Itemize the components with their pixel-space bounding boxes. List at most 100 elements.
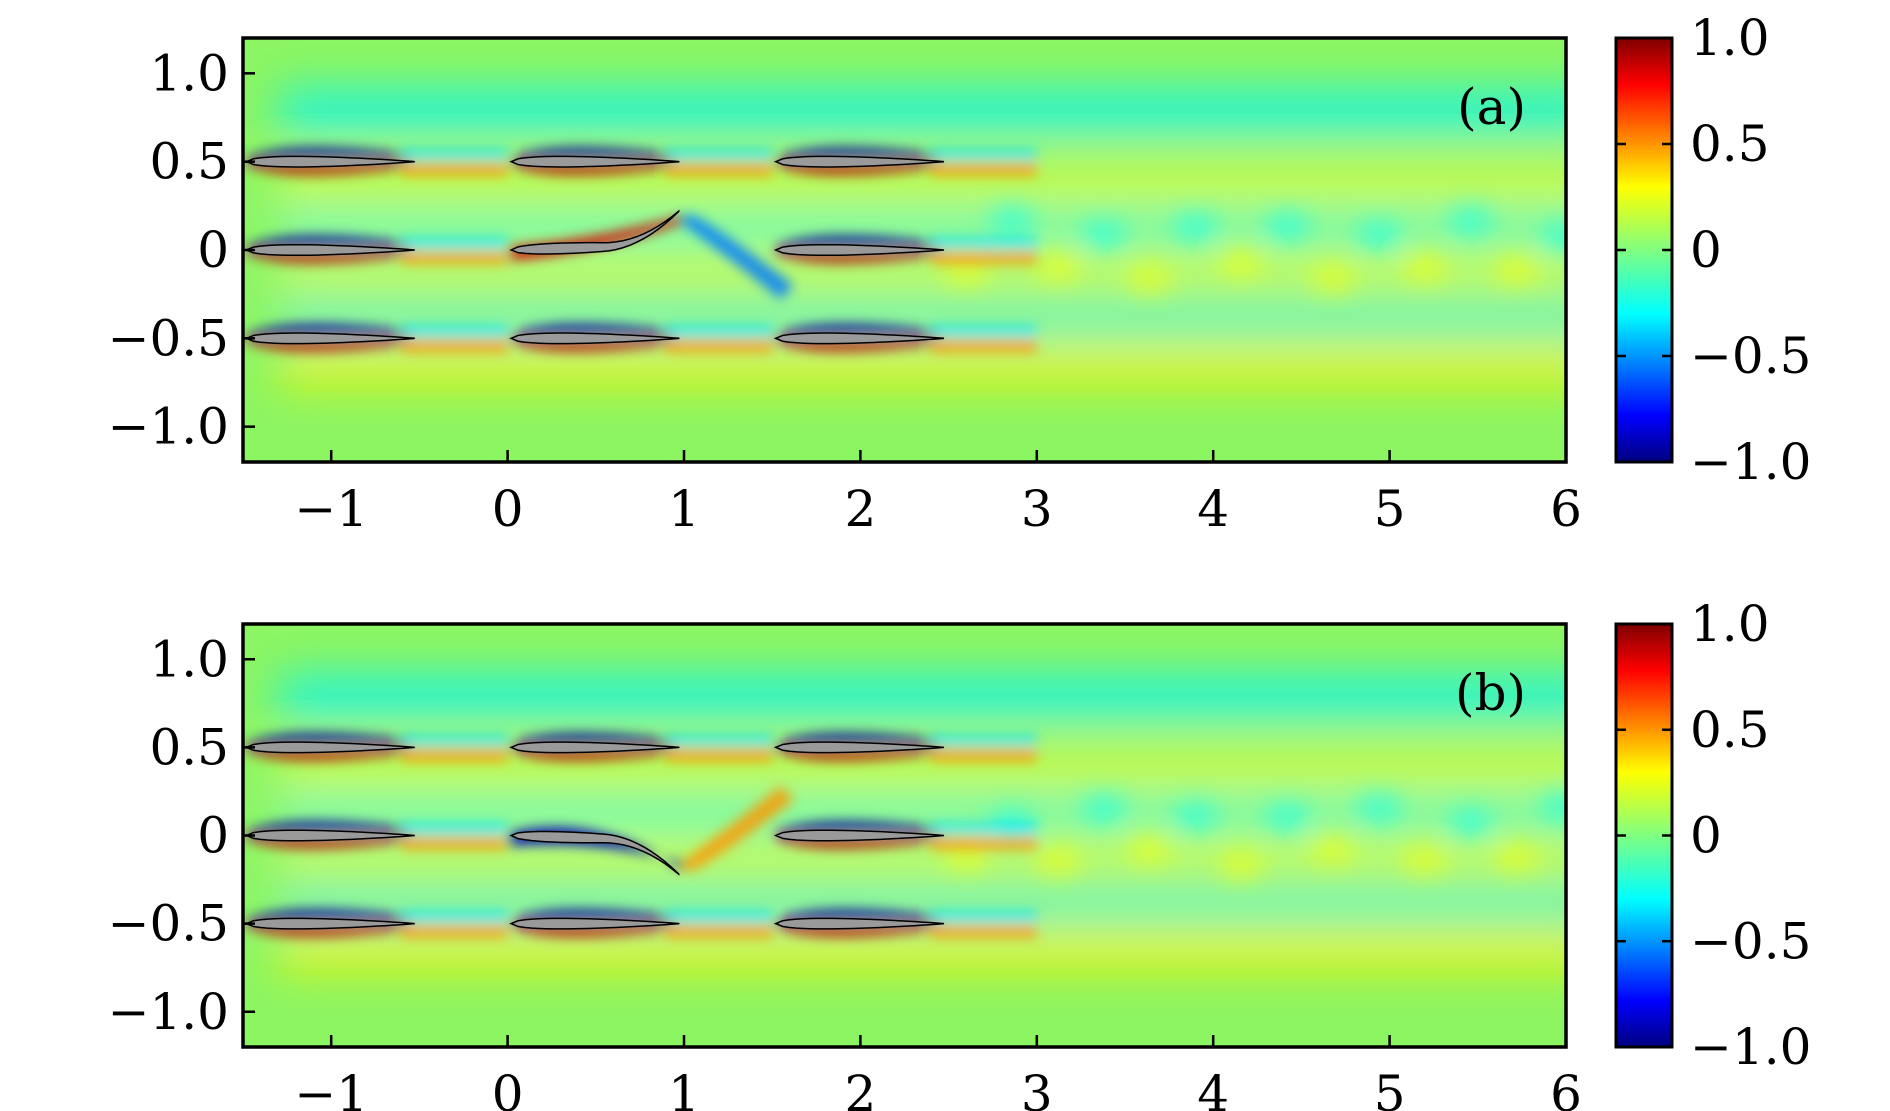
flexible-foil: [509, 209, 680, 255]
shear-layer-top: [246, 324, 411, 339]
shear-layer-top: [511, 324, 676, 339]
x-tick-label: 2: [844, 480, 876, 538]
rigid-foil: [244, 741, 415, 754]
foil-wake-top: [666, 149, 773, 160]
wake-eddy: [943, 257, 990, 286]
wake-eddy: [1310, 264, 1357, 293]
shear-layer-top: [511, 909, 676, 924]
foil-wake-bottom: [930, 925, 1037, 938]
x-tick-label: 5: [1374, 480, 1406, 538]
wake-bands: [278, 89, 1566, 387]
colorbar-tick-label: −0.5: [1690, 327, 1811, 385]
wake-eddy: [1035, 847, 1081, 876]
foil-wake-bottom: [930, 749, 1037, 762]
foil-wake-top: [666, 911, 773, 922]
wake-eddy: [1126, 264, 1173, 294]
foil-wake-bottom: [401, 340, 508, 353]
rigid-foil: [773, 155, 945, 168]
y-tick-label: 1.0: [149, 630, 229, 688]
x-tick-label: 1: [668, 480, 700, 538]
x-tick-label: 0: [492, 480, 524, 538]
foil-wake-top: [401, 735, 508, 746]
wake-eddy: [1447, 205, 1494, 235]
flexible-foil: [509, 830, 680, 876]
x-tick-label: 4: [1197, 1065, 1229, 1111]
wake-eddy: [1401, 253, 1448, 282]
rigid-foil: [244, 243, 415, 257]
shear-layer-top: [775, 324, 940, 339]
rigid-foil: [773, 243, 945, 257]
rigid-foil: [773, 829, 945, 842]
x-tick-label: 6: [1550, 1065, 1582, 1111]
wake-eddy: [1264, 211, 1311, 241]
shear-layer-top: [246, 147, 411, 162]
colorbar-tick-label: 0: [1690, 221, 1722, 279]
shear-layer-top: [775, 147, 940, 162]
colorbar-tick-label: −0.5: [1690, 912, 1811, 970]
colorbar-tick-label: 1.0: [1690, 9, 1770, 67]
x-tick-label: 4: [1197, 480, 1229, 538]
foil-wake-bottom: [401, 251, 508, 265]
shear-layer-top: [511, 147, 676, 162]
y-tick-label: −0.5: [108, 309, 229, 367]
wavy-wake: [943, 205, 1566, 294]
foil-wake-top: [666, 735, 773, 746]
foil-wake-bottom: [930, 163, 1037, 176]
wake-eddy: [1310, 835, 1357, 864]
panel-label: (a): [1457, 78, 1526, 136]
x-tick-label: 0: [492, 1065, 524, 1111]
wake-eddy: [1035, 252, 1081, 281]
vorticity-field: [243, 38, 1566, 462]
foil-wake-top: [930, 237, 1037, 249]
y-tick-label: 0: [197, 807, 229, 865]
colorbar: 1.0 0.5 0 −0.5 −1.0: [1614, 595, 1811, 1076]
wake-eddy: [1401, 846, 1448, 875]
colorbar-tick-label: 0.5: [1690, 701, 1770, 759]
wake-eddy: [1172, 212, 1219, 242]
foil-wake-top: [666, 325, 773, 337]
wake-eddy: [1539, 222, 1566, 252]
x-tick-label: −1: [294, 1065, 368, 1111]
x-tick-label: −1: [294, 480, 368, 538]
shear-layer-top: [775, 235, 940, 250]
foil-wake-top: [401, 911, 508, 922]
foil-wake-bottom: [666, 749, 773, 762]
rigid-foil: [244, 829, 415, 842]
foil-wake-top: [930, 149, 1037, 160]
y-tick-label: 0.5: [149, 133, 229, 191]
wake-eddy: [1447, 808, 1494, 838]
foil-wake-top: [401, 325, 508, 337]
rigid-foil: [773, 741, 945, 754]
rigid-foil: [244, 155, 415, 168]
colorbar: 1.0 0.5 0 −0.5 −1.0: [1614, 9, 1811, 491]
rigid-foil: [509, 155, 680, 168]
wake-eddy: [1080, 220, 1127, 250]
colorbar-tick-label: 0: [1690, 807, 1722, 865]
colorbar-tick-label: −1.0: [1690, 1018, 1811, 1076]
foil-wake-top: [401, 237, 508, 249]
y-tick-label: −1.0: [108, 398, 229, 456]
foil-wake-top: [930, 823, 1037, 834]
foil-wake-bottom: [930, 837, 1037, 850]
rigid-foil: [244, 332, 415, 345]
wake-band: [278, 675, 1566, 721]
rigid-foil: [773, 332, 945, 345]
wake-eddy: [1264, 803, 1311, 832]
foil-wake-top: [930, 911, 1037, 922]
foil-wake-bottom: [401, 837, 508, 850]
wake-eddy: [1218, 851, 1265, 880]
foils: [244, 155, 945, 345]
y-tick-label: −1.0: [108, 983, 229, 1041]
shear-layers: [246, 147, 1037, 353]
y-tick-label: 0.5: [149, 718, 229, 776]
wake-eddy: [989, 206, 1036, 235]
y-tick-label: 0: [197, 221, 229, 279]
foil-wake-top: [930, 325, 1037, 337]
x-tick-label: 3: [1021, 1065, 1053, 1111]
shear-layer-top: [246, 733, 411, 748]
rigid-foil: [509, 741, 680, 754]
panel-b: −1 0 1 2 3 4 5 6 1.0 0.5 0 −0.5 −1.0 (b) 1.0 0.5 0 −0.5 −1…: [108, 595, 1812, 1111]
shear-layer-top: [775, 733, 940, 748]
foil-wake-bottom: [666, 163, 773, 176]
